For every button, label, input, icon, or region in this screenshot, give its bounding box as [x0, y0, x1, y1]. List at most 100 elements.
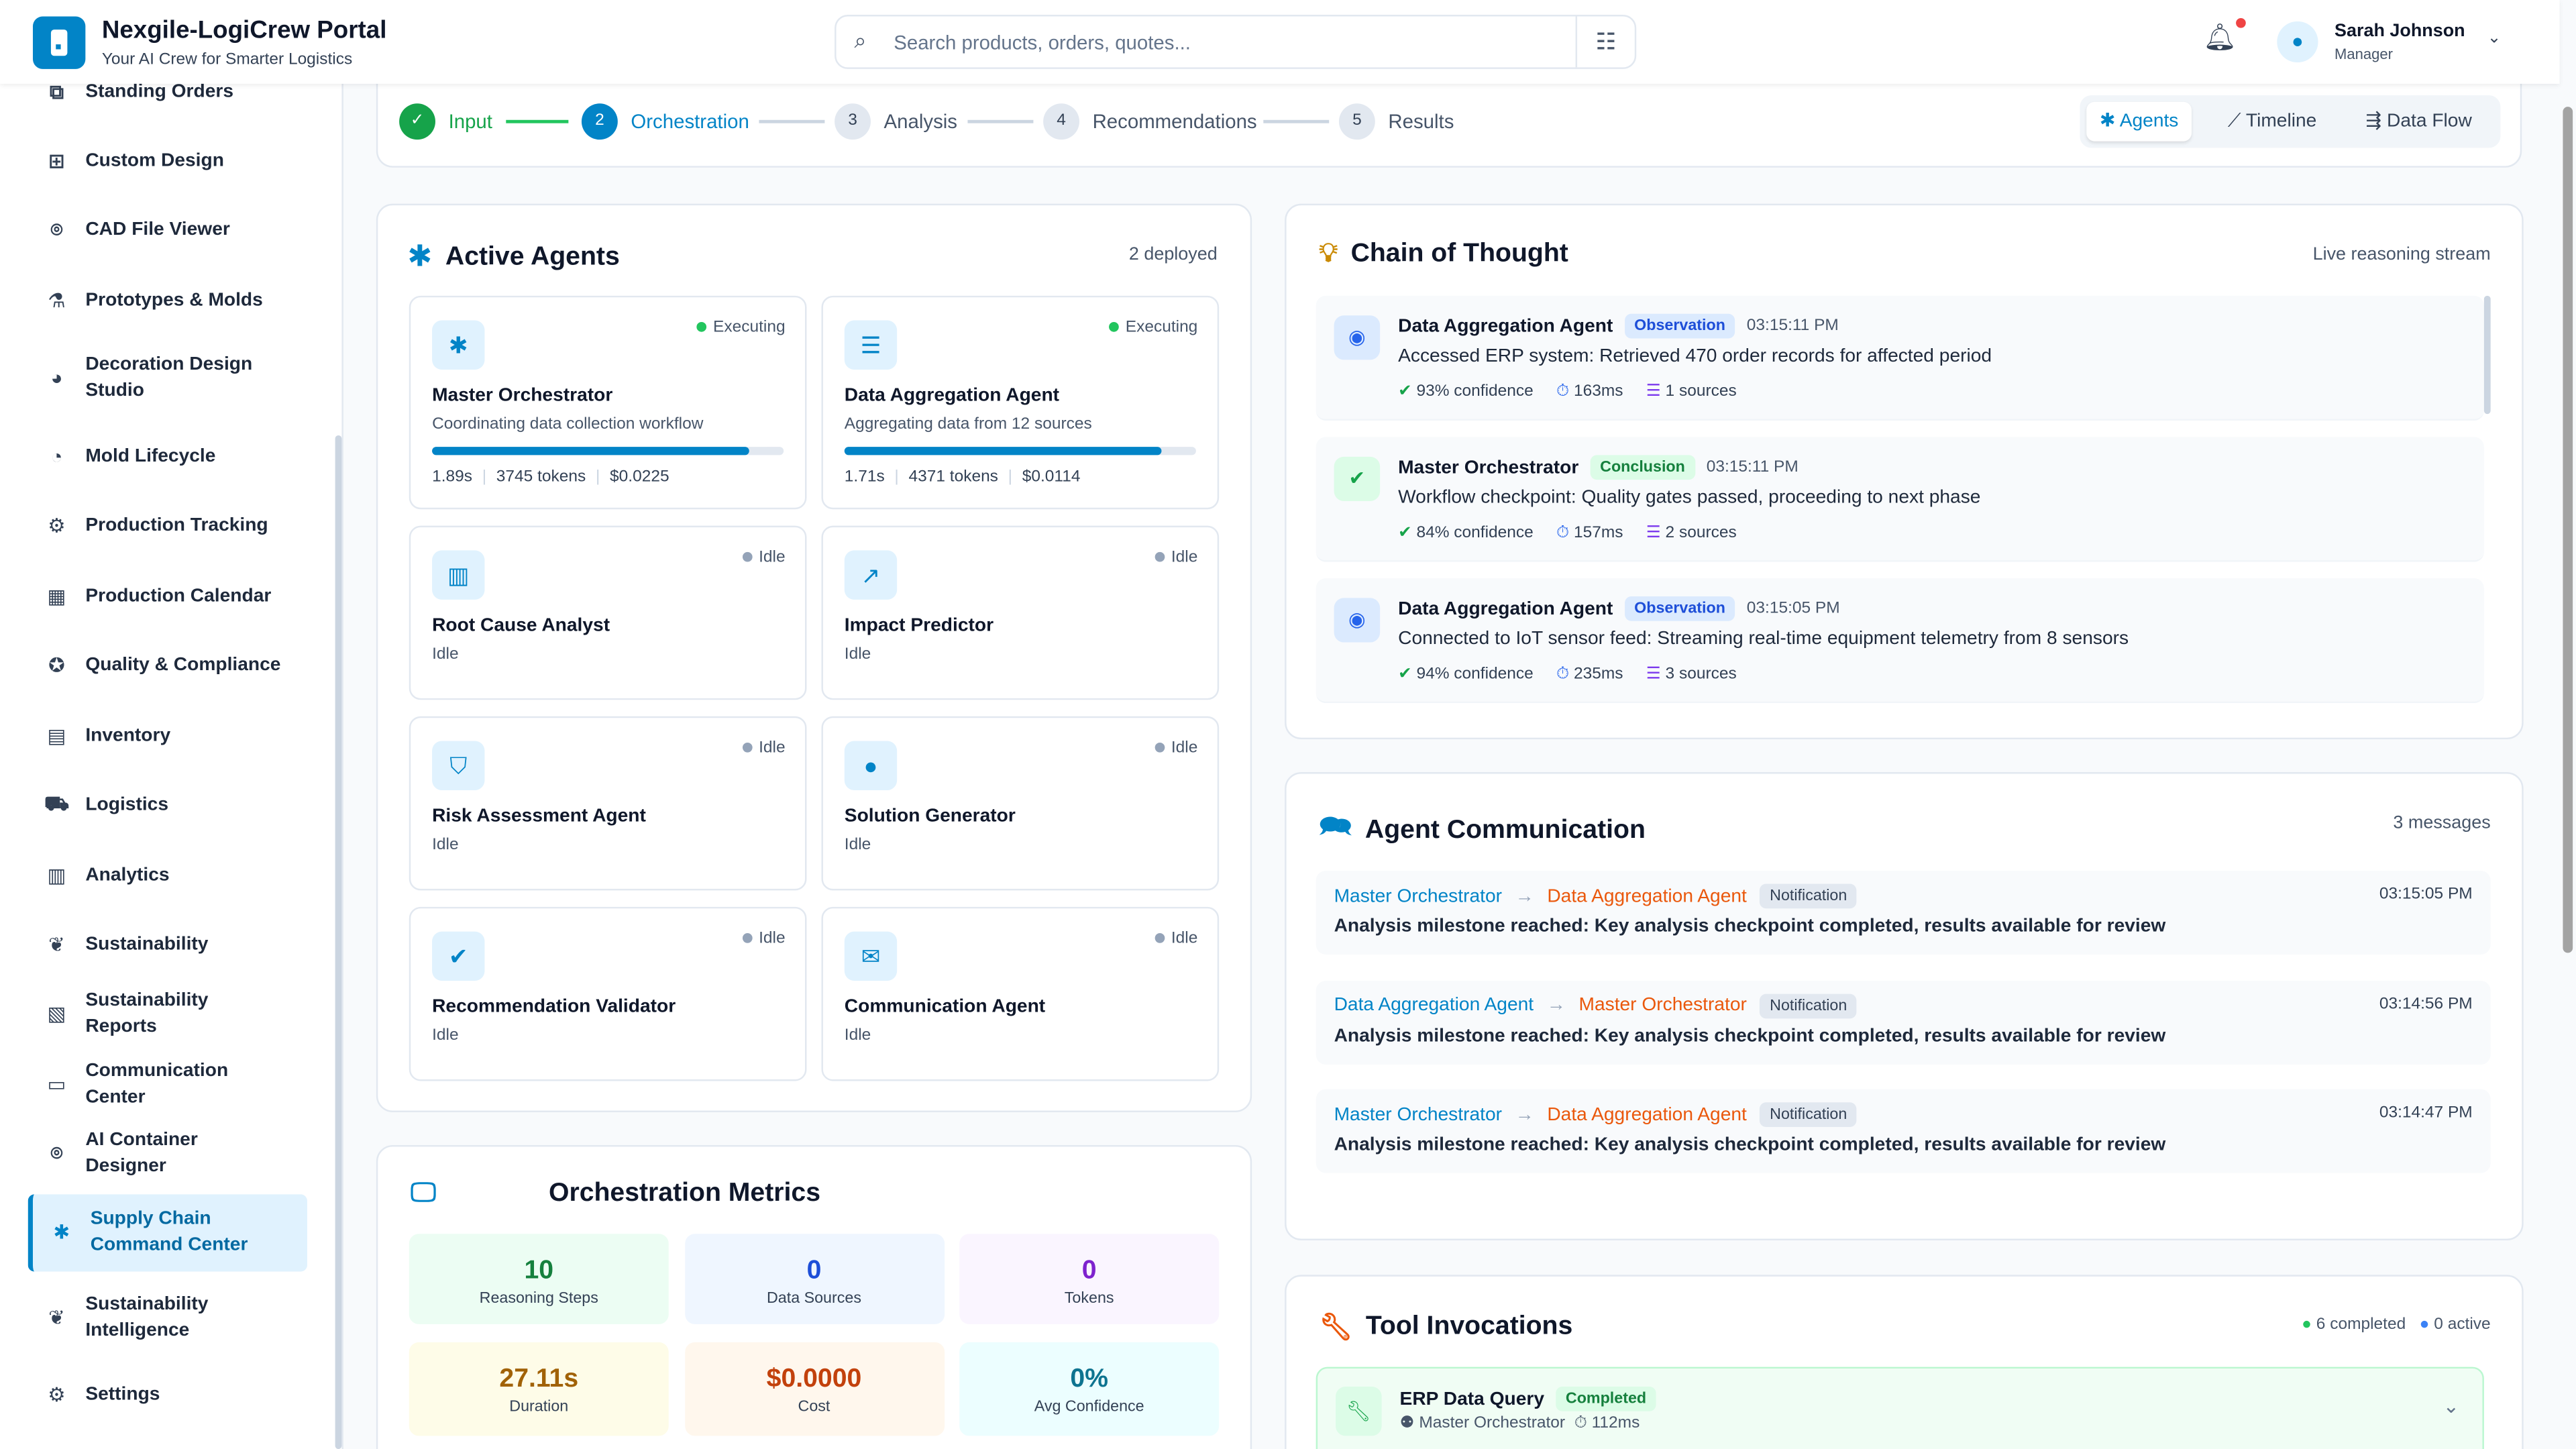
sidebar-item-communication-center[interactable]: ▭ Communication Center: [28, 1061, 307, 1108]
step-connector: [967, 119, 1034, 123]
agent-card[interactable]: ▥ Idle Root Cause Analyst Idle: [409, 525, 807, 700]
agent-stats: 1.89s | 3745 tokens | $0.0225: [432, 468, 669, 486]
hub-icon: ✱: [53, 1220, 70, 1244]
step-results[interactable]: 5 Results: [1338, 103, 1454, 140]
metrics-title: Orchestration Metrics: [548, 1179, 821, 1208]
eye-icon: ◉: [1334, 598, 1381, 643]
sidebar-item-ai-container-designer[interactable]: ⌾ AI Container Designer: [28, 1130, 307, 1177]
thought-entry[interactable]: ◉ Data Aggregation Agent Observation 03:15…: [1316, 578, 2484, 704]
leaf-icon: ❦: [48, 1305, 65, 1330]
sidebar-item-label: Logistics: [85, 795, 168, 815]
monitor-icon: 🖵︎: [411, 1179, 437, 1208]
sidebar-item-label: Mold Lifecycle: [85, 447, 216, 467]
notification-bell-icon[interactable]: 🔔︎: [2203, 17, 2247, 54]
step-number: ✓: [399, 103, 435, 140]
page-scrollbar[interactable]: [2559, 83, 2576, 1449]
chevron-down-icon[interactable]: ⌄: [2443, 1395, 2460, 1418]
agent-stats: 1.71s | 4371 tokens | $0.0114: [844, 468, 1081, 486]
sidebar-item-quality-compliance[interactable]: ✪ Quality & Compliance: [28, 645, 307, 685]
agent-icon: ✔: [432, 931, 485, 981]
metric-tile: 0% Avg Confidence: [959, 1342, 1220, 1436]
sidebar-item-production-tracking[interactable]: ⚙ Production Tracking: [28, 506, 307, 545]
view-tab-agents[interactable]: ✱ Agents: [2086, 101, 2192, 142]
sidebar-item-production-calendar[interactable]: ▦ Production Calendar: [28, 577, 307, 616]
thought-type-badge: Observation: [1624, 313, 1735, 339]
agent-card[interactable]: ✉ Idle Communication Agent Idle: [821, 906, 1220, 1081]
sidebar-item-prototypes-molds[interactable]: ⚗ Prototypes & Molds: [28, 281, 307, 321]
sidebar-item-label: Analytics: [85, 865, 170, 886]
agent-card[interactable]: ☰ Executing Data Aggregation Agent Aggre…: [821, 295, 1220, 510]
thought-text: Connected to IoT sensor feed: Streaming …: [1398, 629, 2129, 649]
sidebar-scrollbar[interactable]: [335, 435, 342, 1449]
message-to[interactable]: Master Orchestrator: [1578, 996, 1747, 1016]
message-item[interactable]: Master Orchestrator → Data Aggregation Age…: [1316, 870, 2491, 955]
message-from[interactable]: Master Orchestrator: [1334, 1104, 1502, 1125]
agent-card[interactable]: ✔ Idle Recommendation Validator Idle: [409, 906, 807, 1081]
agent-name: Impact Predictor: [844, 616, 994, 636]
agent-status: Idle: [1155, 549, 1197, 567]
chain-scrollbar[interactable]: [2483, 295, 2491, 415]
app-subtitle: Your AI Crew for Smarter Logistics: [101, 50, 353, 69]
sidebar-item-sustainability-reports[interactable]: ▧ Sustainability Reports: [28, 991, 307, 1037]
tool-status-badge: Completed: [1556, 1386, 1656, 1411]
comm-title: Agent Communication: [1364, 815, 1646, 844]
leaf-icon: ❦: [48, 933, 65, 957]
sidebar-item-sustainability-intelligence[interactable]: ❦ Sustainability Intelligence: [28, 1279, 307, 1356]
view-tab-data-flow[interactable]: ⇶ Data Flow: [2353, 102, 2485, 142]
tool-row[interactable]: 🔧︎ ERP Data Query Completed ⚉ Master Orch…: [1316, 1366, 2484, 1449]
view-tab-timeline[interactable]: ⟋ Timeline: [2214, 102, 2330, 142]
search-placeholder: Search products, orders, quotes...: [894, 31, 1191, 54]
message-item[interactable]: Master Orchestrator → Data Aggregation Age…: [1316, 1089, 2491, 1173]
agent-progress-bar: [432, 447, 784, 455]
sidebar-item-label: Inventory: [85, 726, 171, 746]
gear-icon: ⚙: [48, 1383, 66, 1407]
step-orchestration[interactable]: 2 Orchestration: [581, 103, 749, 140]
sidebar-item-cad-file-viewer[interactable]: ⌾ CAD File Viewer: [28, 210, 307, 250]
sidebar-item-settings[interactable]: ⚙ Settings: [28, 1375, 307, 1415]
sidebar-item-inventory[interactable]: ▤ Inventory: [28, 716, 307, 756]
metric-tile: 0 Data Sources: [684, 1234, 944, 1324]
chevron-down-icon[interactable]: ⌄: [2487, 30, 2502, 48]
agent-name: Root Cause Analyst: [432, 616, 610, 636]
agent-icon: ▥: [432, 550, 485, 600]
sidebar-item-supply-chain-command-center[interactable]: ✱ Supply Chain Command Center: [28, 1193, 307, 1271]
step-analysis[interactable]: 3 Analysis: [835, 103, 957, 140]
message-to[interactable]: Data Aggregation Agent: [1547, 1104, 1747, 1125]
step-input[interactable]: ✓ Input: [399, 103, 492, 140]
sidebar-item-mold-lifecycle[interactable]: ◔ Mold Lifecycle: [28, 437, 307, 476]
message-time: 03:15:05 PM: [2379, 885, 2473, 904]
sidebar-item-sustainability[interactable]: ❦ Sustainability: [28, 925, 307, 965]
sidebar-item-logistics[interactable]: ⛟ Logistics: [28, 786, 307, 825]
plus-box-icon: ⊞: [48, 149, 65, 173]
message-from[interactable]: Data Aggregation Agent: [1334, 996, 1534, 1016]
sidebar-item-decoration-design-studio[interactable]: ◕ Decoration Design Studio: [28, 339, 307, 417]
user-name[interactable]: Sarah Johnson: [2334, 21, 2465, 42]
agent-name: Solution Generator: [844, 806, 1016, 826]
user-role: Manager: [2334, 46, 2394, 63]
step-recommendations[interactable]: 4 Recommendations: [1043, 103, 1257, 140]
search-input[interactable]: ⌕ Search products, orders, quotes... ☷: [835, 15, 1637, 69]
app-logo[interactable]: [32, 16, 86, 69]
message-text: Analysis milestone reached: Key analysis…: [1334, 1135, 2166, 1155]
message-item[interactable]: Data Aggregation Agent → Master Orchestrat…: [1316, 979, 2491, 1064]
agent-card[interactable]: ↗ Idle Impact Predictor Idle: [821, 525, 1220, 700]
agent-card[interactable]: ✱ Executing Master Orchestrator Coordina…: [409, 295, 807, 510]
agent-status: Idle: [742, 549, 786, 567]
sidebar-item-standing-orders[interactable]: ⧉ Standing Orders: [28, 72, 307, 112]
message-from[interactable]: Master Orchestrator: [1334, 886, 1502, 906]
thought-entry[interactable]: ◉ Data Aggregation Agent Observation 03:15…: [1316, 295, 2484, 421]
avatar[interactable]: ●: [2277, 21, 2318, 63]
message-to[interactable]: Data Aggregation Agent: [1547, 886, 1747, 906]
agent-card[interactable]: ⛉ Idle Risk Assessment Agent Idle: [409, 716, 807, 891]
sidebar-item-custom-design[interactable]: ⊞ Custom Design: [28, 142, 307, 181]
message-count: 3 messages: [2393, 813, 2491, 833]
filter-icon[interactable]: ☷: [1575, 16, 1635, 68]
sidebar-item-analytics[interactable]: ▥ Analytics: [28, 856, 307, 896]
metric-label: Data Sources: [766, 1289, 861, 1308]
step-label: Input: [448, 110, 492, 133]
metric-value: 0%: [1070, 1365, 1109, 1393]
thought-entry[interactable]: ✔ Master Orchestrator Conclusion 03:15:11 …: [1316, 437, 2484, 562]
agent-card[interactable]: ● Idle Solution Generator Idle: [821, 716, 1220, 891]
wrench-icon: 🔧︎: [1336, 1386, 1382, 1436]
step-number: 2: [581, 103, 618, 140]
